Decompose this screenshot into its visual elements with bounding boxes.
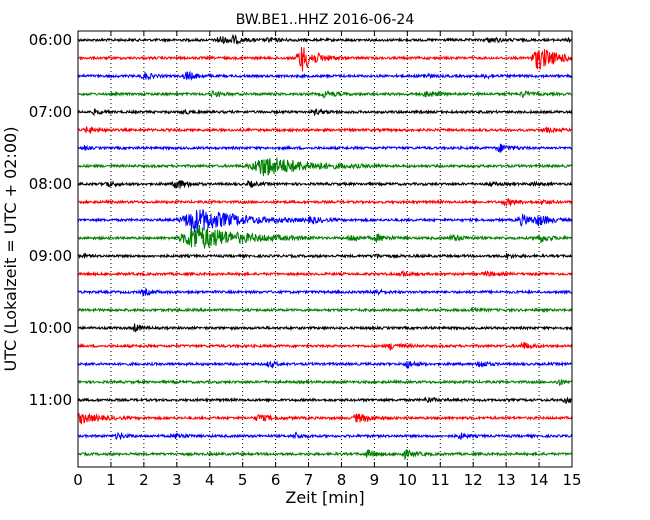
trace-line (77, 180, 573, 189)
y-tick-label: 09:00 (29, 247, 72, 265)
trace-line (77, 378, 573, 386)
trace-line (77, 125, 573, 135)
y-axis-ticks: 06:00 07:00 08:00 09:00 10:00 11:00 (29, 31, 572, 409)
trace-line (77, 90, 573, 100)
x-tick-label: 6 (271, 471, 281, 489)
trace-line (77, 107, 573, 117)
trace-line (77, 270, 573, 278)
trace-line (77, 360, 573, 369)
x-tick-label: 9 (370, 471, 380, 489)
trace-line (78, 448, 573, 461)
x-tick-label: 10 (398, 471, 417, 489)
y-tick-label: 08:00 (29, 175, 72, 193)
plot-frame (77, 30, 573, 468)
x-tick-label: 12 (464, 471, 483, 489)
y-tick-label: 06:00 (29, 31, 72, 49)
y-tick-label: 10:00 (29, 319, 72, 337)
x-tick-label: 13 (497, 471, 516, 489)
x-tick-label: 3 (172, 471, 182, 489)
trace-line (77, 341, 573, 351)
trace-line (78, 306, 573, 314)
trace-line (77, 323, 573, 333)
x-axis-label: Zeit [min] (285, 488, 364, 507)
trace-line (77, 252, 573, 261)
trace-line (77, 287, 573, 298)
x-tick-label: 1 (106, 471, 116, 489)
trace-line (77, 33, 573, 46)
trace-line (77, 143, 573, 153)
x-tick-label: 11 (431, 471, 450, 489)
x-tick-label: 15 (562, 471, 581, 489)
trace-line (77, 412, 573, 425)
trace-line (77, 46, 573, 72)
trace-line (77, 396, 573, 404)
x-axis-ticks: 0 1 2 3 4 5 6 7 8 9 10 11 12 13 14 15 (73, 31, 582, 489)
trace-line (77, 197, 573, 207)
trace-group (77, 33, 573, 461)
x-tick-label: 2 (139, 471, 149, 489)
y-tick-label: 11:00 (29, 391, 72, 409)
x-tick-label: 0 (73, 471, 83, 489)
chart-title: BW.BE1..HHZ 2016-06-24 (236, 12, 415, 28)
x-tick-label: 8 (337, 471, 347, 489)
x-tick-label: 7 (304, 471, 314, 489)
vertical-grid (110, 31, 540, 467)
x-tick-label: 4 (205, 471, 215, 489)
y-tick-label: 07:00 (29, 103, 72, 121)
y-axis-label: UTC (Lokalzeit = UTC + 02:00) (1, 127, 20, 372)
trace-line (77, 431, 573, 441)
x-tick-label: 5 (238, 471, 248, 489)
x-tick-label: 14 (530, 471, 549, 489)
trace-line (77, 208, 573, 233)
trace-line (77, 70, 573, 81)
trace-line (77, 157, 573, 177)
trace-line (77, 225, 573, 249)
